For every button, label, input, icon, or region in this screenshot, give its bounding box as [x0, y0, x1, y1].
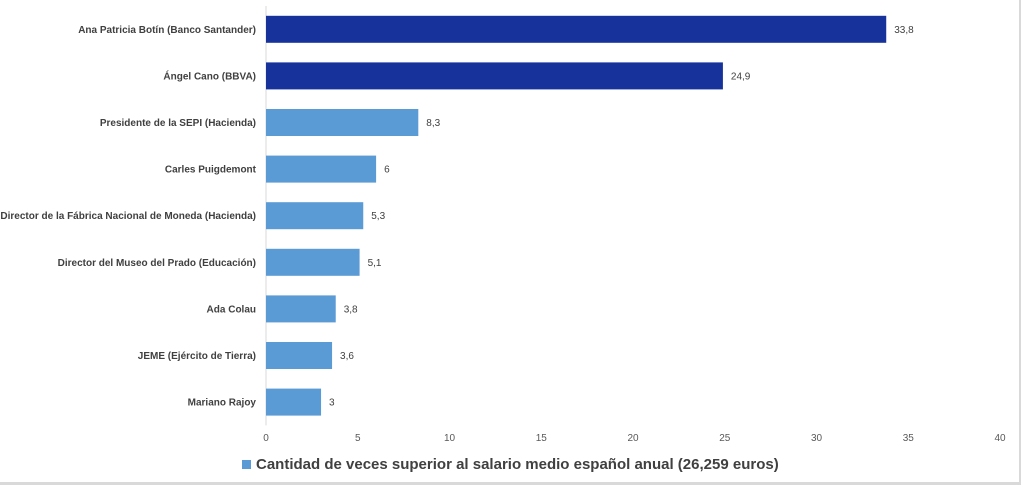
category-label: Carles Puigdemont — [165, 165, 257, 176]
category-label: JEME (Ejército de Tierra) — [138, 351, 256, 362]
bar — [266, 342, 333, 369]
x-tick-label: 10 — [444, 433, 456, 444]
bar — [266, 202, 364, 230]
x-tick-label: 0 — [263, 433, 269, 444]
data-label: 5,1 — [368, 258, 382, 269]
data-label: 24,9 — [731, 71, 751, 82]
category-label: Mariano Rajoy — [188, 398, 257, 409]
x-tick-label: 20 — [627, 433, 639, 444]
bar — [266, 155, 377, 183]
bar — [266, 388, 322, 416]
x-tick-label: 40 — [994, 433, 1006, 444]
bar — [266, 109, 419, 136]
bar — [266, 62, 723, 90]
category-label: Ada Colau — [207, 304, 256, 315]
data-label: 3,6 — [340, 351, 354, 362]
data-label: 8,3 — [426, 118, 440, 129]
category-label: Director de la Fábrica Nacional de Moned… — [0, 211, 256, 222]
x-tick-label: 25 — [719, 433, 731, 444]
category-label: Ana Patricia Botín (Banco Santander) — [78, 25, 256, 36]
legend-label: Cantidad de veces superior al salario me… — [256, 456, 779, 473]
data-label: 6 — [384, 165, 390, 176]
data-label: 3 — [329, 398, 335, 409]
bar — [266, 15, 887, 43]
x-tick-label: 30 — [811, 433, 823, 444]
legend: Cantidad de veces superior al salario me… — [242, 456, 779, 473]
category-label: Presidente de la SEPI (Hacienda) — [100, 118, 256, 129]
bar — [266, 295, 336, 323]
data-label: 3,8 — [344, 304, 358, 315]
x-tick-label: 15 — [536, 433, 548, 444]
data-label: 5,3 — [371, 211, 385, 222]
x-tick-label: 5 — [355, 433, 361, 444]
bar — [266, 248, 360, 276]
category-label: Director del Museo del Prado (Educación) — [58, 258, 256, 269]
category-label: Ángel Cano (BBVA) — [163, 69, 256, 82]
legend-swatch — [242, 460, 251, 469]
data-label: 33,8 — [894, 25, 914, 36]
x-tick-label: 35 — [903, 433, 915, 444]
